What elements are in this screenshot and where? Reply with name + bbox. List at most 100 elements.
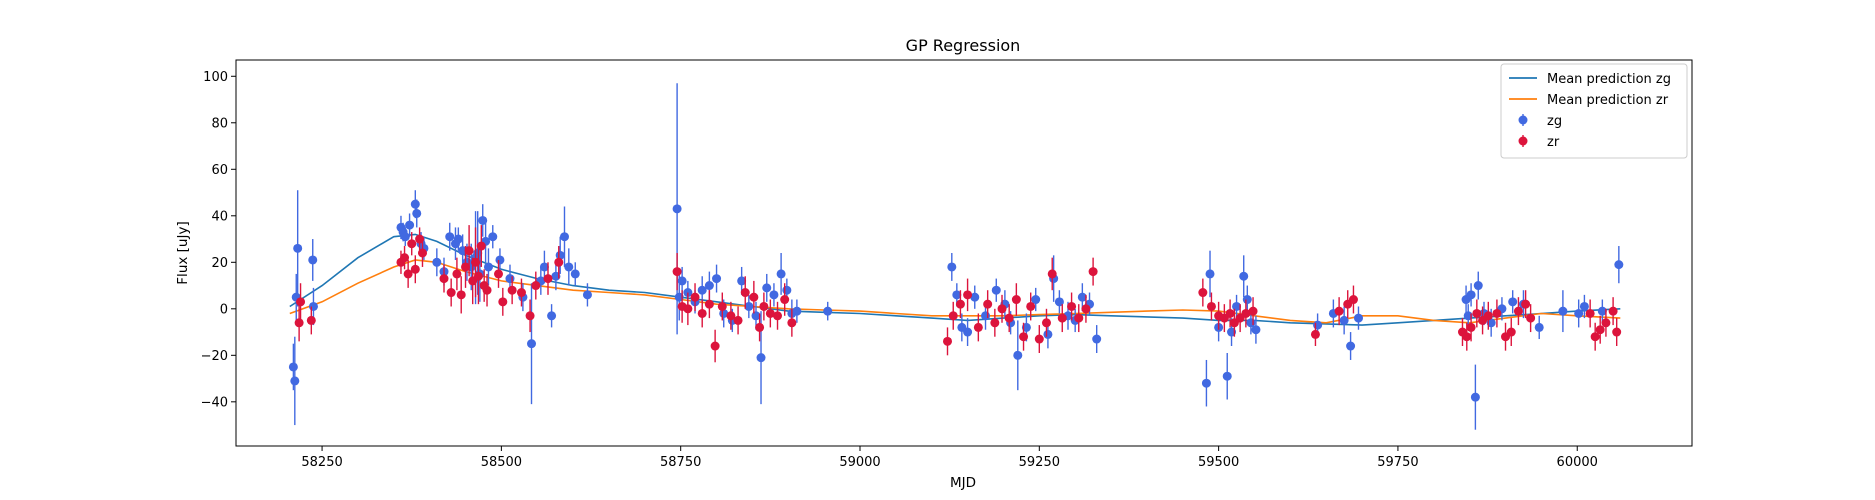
data-point-zg bbox=[756, 353, 766, 363]
data-point-zr bbox=[1462, 332, 1472, 342]
data-point-zr bbox=[507, 285, 517, 295]
data-point-zr bbox=[525, 311, 535, 321]
data-point-zg bbox=[1597, 306, 1607, 316]
data-point-zg bbox=[737, 276, 747, 286]
data-point-zr bbox=[1601, 318, 1611, 328]
legend: Mean prediction zg Mean prediction zr zg zr bbox=[1500, 63, 1688, 159]
data-point-zr bbox=[1513, 306, 1523, 316]
x-tick-label: 58750 bbox=[660, 455, 701, 470]
data-point-zr bbox=[473, 271, 483, 281]
data-point-zr bbox=[1088, 267, 1098, 277]
axes: 58250 58500 58750 59000 59250 59500 59750 60000… bbox=[201, 59, 1693, 470]
data-point-zr bbox=[1081, 304, 1091, 314]
data-point-zg bbox=[1346, 341, 1356, 351]
data-point-zg bbox=[823, 306, 833, 316]
data-point-zr bbox=[773, 311, 783, 321]
data-point-zg bbox=[432, 257, 442, 267]
data-point-zg bbox=[564, 262, 574, 272]
data-point-zg bbox=[1239, 271, 1249, 281]
data-point-zr bbox=[1590, 332, 1600, 342]
data-point-zr bbox=[983, 299, 993, 309]
data-point-zr bbox=[1019, 332, 1029, 342]
data-point-zr bbox=[690, 292, 700, 302]
data-point-zg bbox=[1043, 329, 1053, 339]
data-point-zr bbox=[296, 297, 306, 307]
data-point-zg bbox=[1353, 313, 1363, 323]
data-point-zg bbox=[1508, 297, 1518, 307]
data-point-zg bbox=[1614, 260, 1624, 270]
data-point-zr bbox=[498, 297, 508, 307]
data-point-zg bbox=[308, 255, 318, 265]
data-point-zg bbox=[1466, 290, 1476, 300]
data-point-zr bbox=[554, 257, 564, 267]
x-tick-label: 59500 bbox=[1198, 455, 1239, 470]
data-point-zg bbox=[963, 327, 973, 337]
data-point-zg bbox=[400, 232, 410, 242]
data-point-zr bbox=[446, 288, 456, 298]
data-point-zr bbox=[704, 299, 714, 309]
data-point-zg bbox=[712, 274, 722, 284]
data-point-zg bbox=[1473, 281, 1483, 291]
y-tick-label: 60 bbox=[211, 163, 228, 178]
data-point-zr bbox=[294, 318, 304, 328]
data-point-zr bbox=[464, 246, 474, 256]
data-point-zr bbox=[1206, 301, 1216, 311]
data-point-zr bbox=[456, 290, 466, 300]
data-point-zr bbox=[306, 315, 316, 325]
chart-title: GP Regression bbox=[906, 36, 1021, 55]
data-point-zg bbox=[445, 232, 455, 242]
data-point-zr bbox=[697, 308, 707, 318]
data-point-zr bbox=[948, 311, 958, 321]
data-point-zg bbox=[952, 290, 962, 300]
data-point-zg bbox=[1251, 325, 1261, 335]
data-point-zr bbox=[1483, 311, 1493, 321]
y-tick-label: 80 bbox=[211, 116, 228, 131]
observation-points bbox=[288, 83, 1624, 430]
data-point-zr bbox=[990, 318, 1000, 328]
data-point-zg bbox=[1534, 322, 1544, 332]
data-point-zg bbox=[947, 262, 957, 272]
y-tick-label: 20 bbox=[211, 256, 228, 271]
data-point-zg bbox=[1313, 320, 1323, 330]
legend-label: zg bbox=[1547, 114, 1562, 129]
data-point-zr bbox=[787, 318, 797, 328]
legend-label: Mean prediction zg bbox=[1547, 72, 1671, 87]
data-point-zr bbox=[410, 264, 420, 274]
data-point-zg bbox=[719, 308, 729, 318]
data-point-zr bbox=[1198, 288, 1208, 298]
data-point-zg bbox=[1242, 295, 1252, 305]
x-tick-label: 60000 bbox=[1557, 455, 1598, 470]
data-point-zr bbox=[439, 274, 449, 284]
data-point-zg bbox=[704, 281, 714, 291]
y-tick-label: −20 bbox=[201, 349, 228, 364]
data-point-zg bbox=[762, 283, 772, 293]
data-point-zg bbox=[769, 290, 779, 300]
legend-box bbox=[1500, 63, 1688, 159]
data-point-zg bbox=[483, 262, 493, 272]
data-point-zg bbox=[488, 232, 498, 242]
data-point-zr bbox=[749, 292, 759, 302]
data-point-zg bbox=[792, 306, 802, 316]
data-point-zg bbox=[1339, 315, 1349, 325]
data-point-zg bbox=[582, 290, 592, 300]
data-point-zr bbox=[494, 269, 504, 279]
data-point-zr bbox=[765, 308, 775, 318]
data-point-zg bbox=[405, 220, 415, 230]
data-point-zg bbox=[1470, 392, 1480, 402]
data-point-zg bbox=[1201, 378, 1211, 388]
data-point-zg bbox=[288, 362, 298, 372]
data-point-zr bbox=[1026, 301, 1036, 311]
data-point-zr bbox=[531, 281, 541, 291]
x-tick-label: 59750 bbox=[1377, 455, 1418, 470]
data-point-zr bbox=[1492, 308, 1502, 318]
data-point-zg bbox=[308, 301, 318, 311]
data-point-zr bbox=[1034, 334, 1044, 344]
x-tick-label: 58500 bbox=[481, 455, 522, 470]
data-point-zg bbox=[505, 274, 515, 284]
x-tick-label: 59000 bbox=[839, 455, 880, 470]
data-point-zr bbox=[1310, 329, 1320, 339]
data-point-zr bbox=[997, 304, 1007, 314]
data-point-zr bbox=[1225, 308, 1235, 318]
data-point-zr bbox=[1004, 313, 1014, 323]
plot-frame bbox=[235, 59, 1693, 447]
